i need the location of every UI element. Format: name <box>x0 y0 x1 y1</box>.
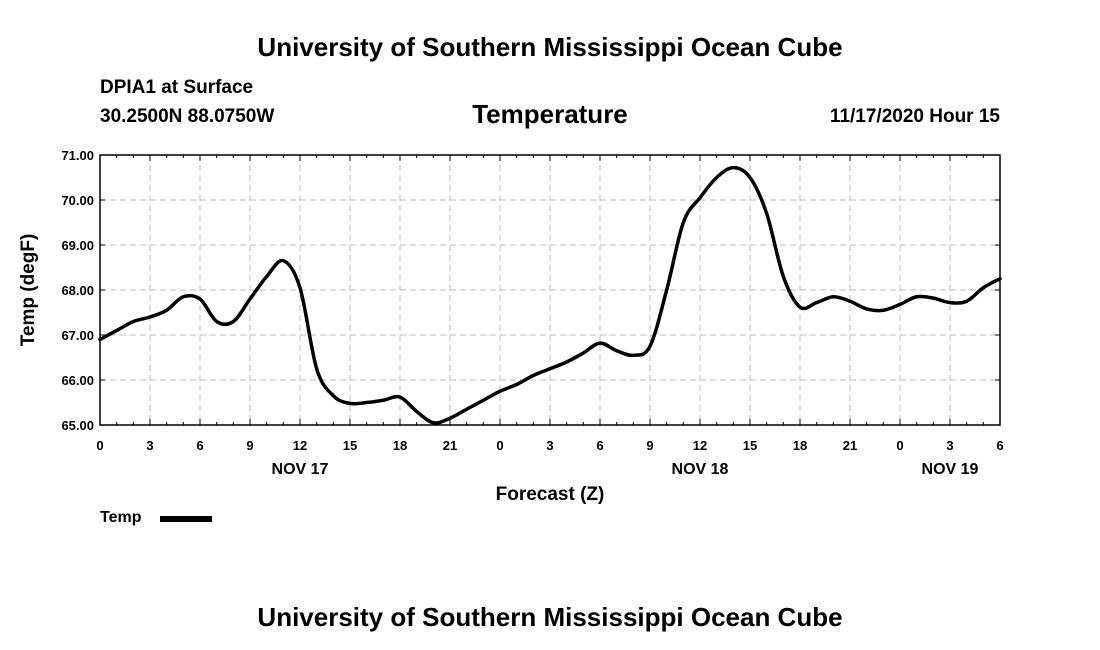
day-label: NOV 19 <box>922 461 979 478</box>
datetime-label: 11/17/2020 Hour 15 <box>829 106 1000 127</box>
legend-swatch <box>160 516 212 522</box>
x-tick-label: 12 <box>293 438 307 453</box>
y-tick-label: 70.00 <box>61 193 94 208</box>
main-title-top: University of Southern Mississippi Ocean… <box>257 32 843 62</box>
x-tick-label: 9 <box>246 438 253 453</box>
station-label: DPIA1 at Surface <box>100 77 254 98</box>
x-tick-label: 0 <box>896 438 903 453</box>
x-tick-label: 21 <box>443 438 457 453</box>
x-tick-label: 6 <box>996 438 1003 453</box>
axis-ticks: 65.00 66.00 67.00 68.00 69.00 70.00 71.00 0 3 6 9 1… <box>61 148 1003 478</box>
x-tick-label: 15 <box>743 438 757 453</box>
day-label: NOV 17 <box>272 461 329 478</box>
y-tick-label: 71.00 <box>61 148 94 163</box>
y-tick-label: 65.00 <box>61 418 94 433</box>
x-tick-label: 3 <box>946 438 953 453</box>
x-tick-label: 0 <box>496 438 503 453</box>
x-tick-label: 6 <box>196 438 203 453</box>
y-tick-label: 67.00 <box>61 328 94 343</box>
x-tick-label: 0 <box>96 438 103 453</box>
x-axis-label: Forecast (Z) <box>496 484 605 505</box>
x-tick-label: 12 <box>693 438 707 453</box>
chart-title: Temperature <box>472 99 628 129</box>
y-tick-label: 66.00 <box>61 373 94 388</box>
day-label: NOV 18 <box>672 461 729 478</box>
series-line-temp <box>98 165 1002 425</box>
grid <box>100 155 1000 425</box>
legend-label: Temp <box>100 509 142 526</box>
location-label: 30.2500N 88.0750W <box>100 106 275 127</box>
y-tick-label: 68.00 <box>61 283 94 298</box>
x-tick-label: 18 <box>793 438 807 453</box>
x-tick-label: 15 <box>343 438 357 453</box>
y-tick-label: 69.00 <box>61 238 94 253</box>
main-title-bottom: University of Southern Mississippi Ocean… <box>257 602 843 632</box>
y-axis-label: Temp (degF) <box>18 234 39 347</box>
x-tick-label: 3 <box>546 438 553 453</box>
x-tick-label: 6 <box>596 438 603 453</box>
x-tick-label: 18 <box>393 438 407 453</box>
x-tick-label: 3 <box>146 438 153 453</box>
x-tick-label: 21 <box>843 438 857 453</box>
x-tick-label: 9 <box>646 438 653 453</box>
